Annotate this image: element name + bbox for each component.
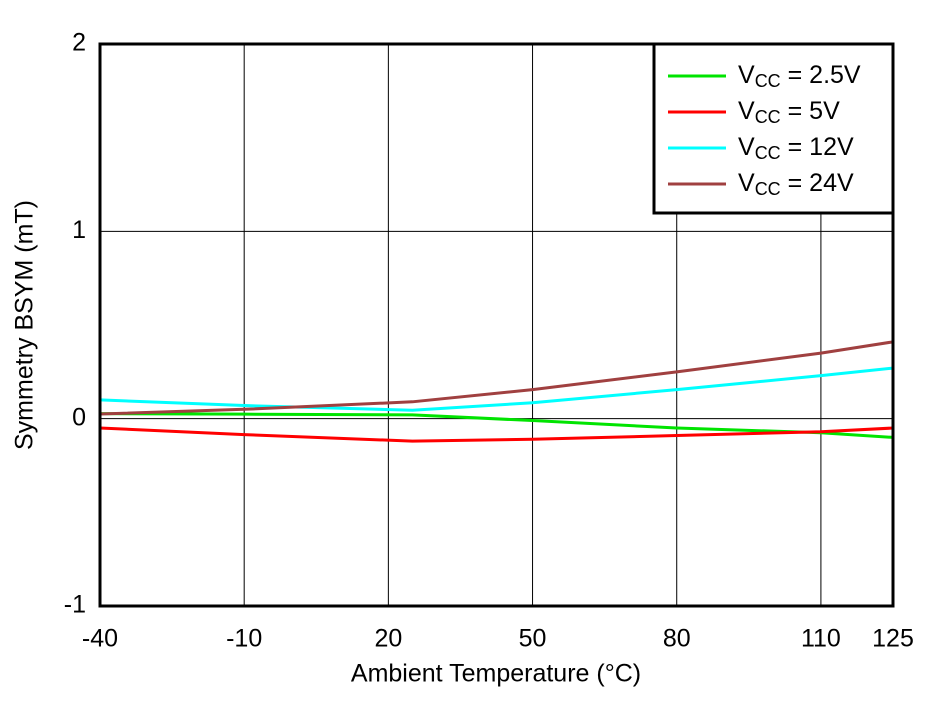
y-tick-label: -1 — [64, 591, 86, 619]
y-tick-label: 1 — [72, 216, 86, 244]
y-axis-label: Symmetry BSYM (mT) — [11, 200, 39, 450]
data-line — [99, 426, 894, 443]
x-tick-label: -10 — [226, 625, 262, 653]
y-tick-label: 0 — [72, 403, 86, 431]
x-tick-label: -40 — [82, 625, 118, 653]
x-tick-label: 110 — [801, 625, 841, 653]
data-line — [99, 340, 894, 416]
legend-label: VCC = 24V — [738, 169, 854, 199]
legend: VCC = 2.5V VCC = 5V VCC = 12V VCC = 24V — [652, 42, 895, 215]
plot-frame — [98, 42, 895, 608]
x-axis-label: Ambient Temperature (°C) — [351, 660, 641, 688]
y-tick-label: 2 — [72, 29, 86, 57]
data-line — [99, 366, 894, 412]
x-tick-label: 20 — [374, 625, 402, 653]
x-tick-label: 50 — [519, 625, 547, 653]
legend-label: VCC = 12V — [738, 133, 854, 163]
x-tick-label: 80 — [663, 625, 691, 653]
legend-label: VCC = 2.5V — [738, 61, 861, 91]
x-tick-label: 125 — [872, 625, 914, 653]
legend-label: VCC = 5V — [738, 97, 840, 127]
